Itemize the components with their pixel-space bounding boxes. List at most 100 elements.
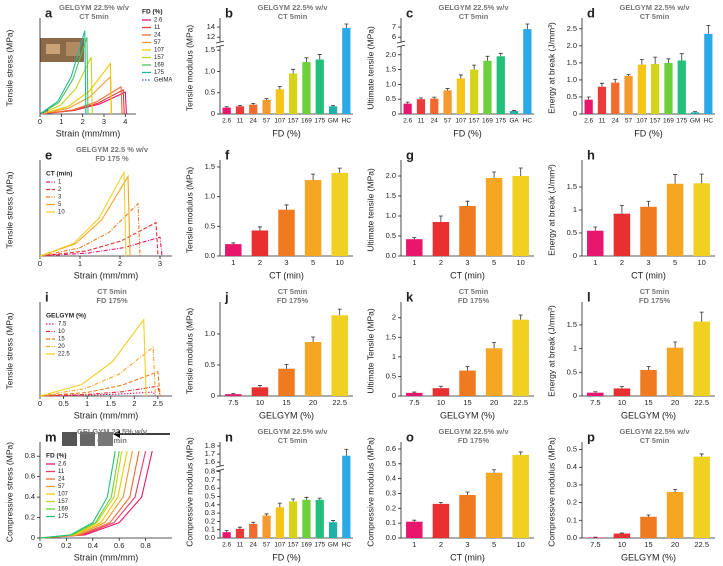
panel: a GELGYM 22.5% w/vCT 5min Strain (mm/mm) Te… bbox=[4, 3, 172, 138]
curve bbox=[39, 451, 116, 539]
curve bbox=[39, 385, 161, 397]
y-tick-label: 0 bbox=[392, 391, 396, 400]
panel-title: FD 175% bbox=[458, 436, 490, 445]
curve bbox=[39, 30, 87, 115]
x-axis-label: Strain (mm/mm) bbox=[74, 410, 139, 420]
bar bbox=[509, 111, 519, 114]
x-tick-label: 3 bbox=[284, 258, 288, 267]
error-bar bbox=[438, 385, 443, 389]
bar bbox=[666, 183, 684, 256]
x-tick-label: 15 bbox=[644, 540, 652, 549]
x-tick-label: 11 bbox=[418, 118, 425, 125]
y-tick-label: 14 bbox=[207, 22, 215, 31]
legend-label: 57 bbox=[154, 40, 161, 46]
error-bar bbox=[344, 23, 349, 29]
x-axis-label: CT (min) bbox=[450, 552, 485, 562]
bar bbox=[278, 368, 295, 396]
arrow-head bbox=[113, 430, 120, 438]
bar bbox=[443, 90, 452, 114]
bar bbox=[666, 347, 684, 396]
x-tick-label: 22.5 bbox=[332, 398, 347, 407]
y-tick-label: 0.5 bbox=[386, 459, 396, 468]
y-tick-label: 0.5 bbox=[386, 94, 396, 103]
bar bbox=[470, 69, 479, 114]
y-tick-label: 1.5 bbox=[205, 162, 215, 171]
y-tick-label: 0.4 bbox=[567, 462, 577, 471]
bar bbox=[613, 213, 631, 256]
bar bbox=[677, 60, 686, 114]
x-tick-label: 10 bbox=[517, 258, 525, 267]
y-axis-label: Compressive modulus (MPa) bbox=[365, 437, 375, 547]
error-bar bbox=[619, 386, 624, 389]
y-tick-label: 0.4 bbox=[205, 500, 215, 509]
panel-title: GELGYM 22.5% w/v bbox=[257, 427, 328, 436]
x-tick-label: 10 bbox=[618, 540, 626, 549]
legend-label: 5 bbox=[58, 202, 62, 208]
error-bar bbox=[639, 59, 644, 65]
error-bar bbox=[599, 82, 604, 87]
y-tick-label: 1 bbox=[573, 344, 577, 353]
bar bbox=[262, 515, 271, 538]
x-tick-label: 10 bbox=[256, 398, 264, 407]
legend-label: 7.5 bbox=[58, 322, 67, 328]
x-tick-label: 7.5 bbox=[590, 398, 600, 407]
error-bar bbox=[706, 25, 711, 34]
x-tick-label: 57 bbox=[263, 542, 271, 549]
panel-title: GELGYM 22.5% w/v bbox=[438, 3, 509, 12]
legend-label: 2.6 bbox=[58, 462, 67, 468]
y-axis-label: Compressive modulus (MPa) bbox=[546, 437, 556, 547]
x-tick-label: GM bbox=[690, 118, 700, 125]
bar bbox=[235, 528, 245, 538]
curve bbox=[39, 318, 147, 397]
y-tick-label: 0.3 bbox=[567, 480, 577, 489]
bar bbox=[406, 239, 423, 256]
y-tick-label: 1.8 bbox=[205, 441, 215, 450]
bar bbox=[342, 455, 351, 538]
x-tick-label: 1 bbox=[593, 258, 597, 267]
error-bar bbox=[438, 215, 443, 222]
y-tick-label: 1.0 bbox=[205, 192, 215, 201]
y-tick-label: 0.1 bbox=[205, 525, 215, 534]
y-tick-label: 0.5 bbox=[386, 231, 396, 240]
x-tick-label: 0.4 bbox=[88, 541, 98, 550]
curve bbox=[39, 56, 93, 115]
x-tick-label: 107 bbox=[636, 118, 647, 125]
legend-label: 24 bbox=[154, 33, 161, 39]
x-tick-label: 57 bbox=[263, 118, 271, 125]
error-bar bbox=[317, 54, 322, 60]
y-tick-label: 2.0 bbox=[386, 171, 396, 180]
x-tick-label: 22.5 bbox=[513, 398, 528, 407]
bar bbox=[496, 56, 505, 114]
panel-title: GELGYM 22.5% w/v bbox=[619, 3, 690, 12]
bar bbox=[432, 222, 450, 256]
bar bbox=[432, 388, 450, 396]
y-axis-label: Energy at break (J/mm³) bbox=[546, 22, 556, 114]
axis-break bbox=[215, 464, 225, 468]
x-tick-label: 10 bbox=[517, 540, 525, 549]
error-bar bbox=[613, 78, 618, 83]
y-tick-label: 0.7 bbox=[205, 475, 215, 484]
error-bar bbox=[344, 448, 349, 456]
y-axis-label: Tensile stress (MPa) bbox=[4, 171, 14, 248]
bar bbox=[690, 112, 700, 114]
panel-letter: o bbox=[406, 429, 414, 444]
x-tick-label: 107 bbox=[274, 118, 285, 125]
x-tick-label: 2 bbox=[620, 258, 624, 267]
legend-label: 10 bbox=[58, 210, 65, 216]
curve bbox=[39, 202, 141, 257]
x-tick-label: 0 bbox=[38, 399, 42, 408]
legend-label: 11 bbox=[58, 469, 65, 475]
bar bbox=[693, 183, 710, 256]
photo bbox=[46, 44, 60, 54]
y-tick-label: 0.0 bbox=[386, 533, 396, 542]
bar bbox=[704, 33, 713, 114]
error-bar bbox=[518, 451, 523, 455]
bar bbox=[406, 392, 423, 396]
error-bar bbox=[257, 385, 262, 388]
bar bbox=[485, 348, 503, 396]
panel-title: CT 5min bbox=[459, 287, 489, 296]
x-tick-label: 15 bbox=[644, 398, 652, 407]
x-axis-label: GELGYM (%) bbox=[259, 410, 314, 420]
legend-title: CT (min) bbox=[46, 171, 72, 178]
panel-letter: m bbox=[45, 429, 57, 444]
